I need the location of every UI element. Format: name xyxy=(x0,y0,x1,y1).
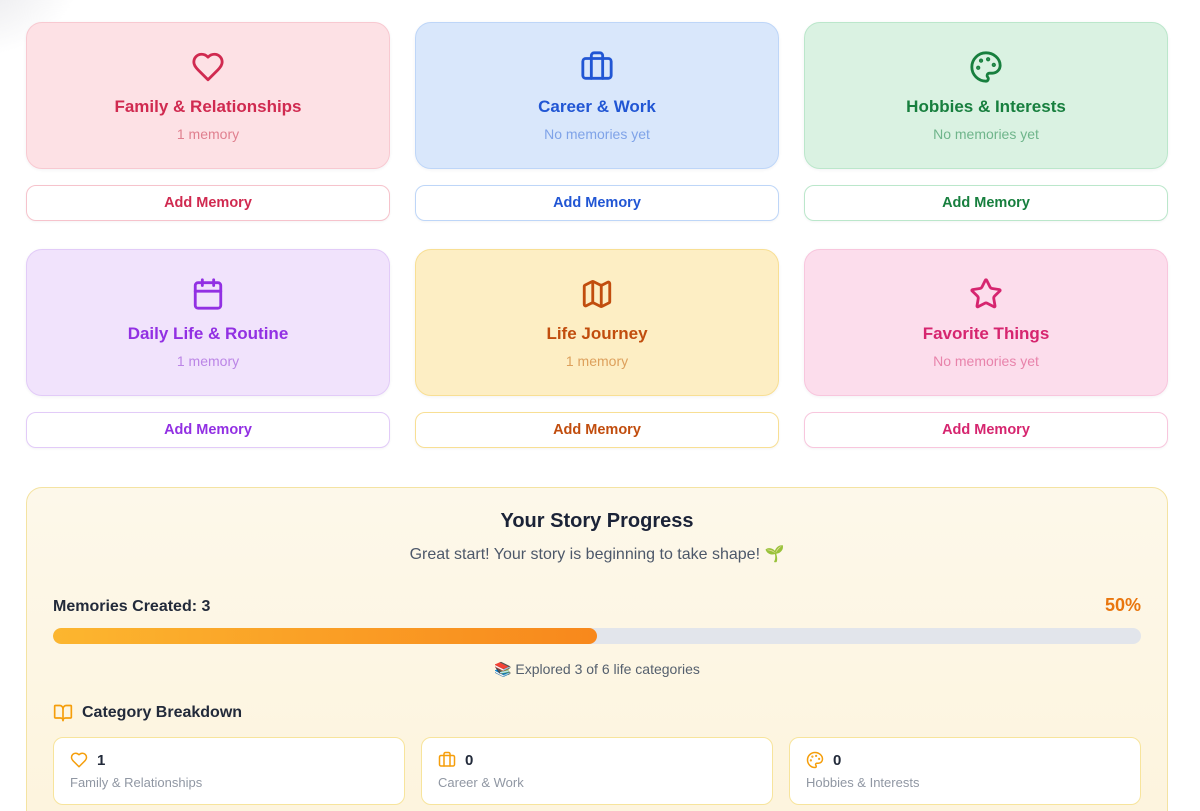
add-memory-button-daily-life-routine[interactable]: Add Memory xyxy=(26,412,390,448)
palette-icon xyxy=(806,751,824,769)
breakdown-card-top: 1 xyxy=(70,751,388,769)
breakdown-card-family-relationships: 1 Family & Relationships xyxy=(53,737,405,805)
category-title: Career & Work xyxy=(538,96,656,116)
palette-icon xyxy=(969,50,1003,84)
category-memory-count: 1 memory xyxy=(176,352,240,369)
category-cell-career-work: Career & Work No memories yet Add Memory xyxy=(415,22,779,221)
progress-percent: 50% xyxy=(1104,595,1141,615)
explored-categories-label: 📚 Explored 3 of 6 life categories xyxy=(494,661,700,677)
category-memory-count: 1 memory xyxy=(565,352,629,369)
star-icon xyxy=(969,277,1003,311)
category-card-life-journey[interactable]: Life Journey 1 memory xyxy=(415,249,779,396)
category-card-career-work[interactable]: Career & Work No memories yet xyxy=(415,22,779,169)
progress-title: Your Story Progress xyxy=(500,510,694,532)
category-card-daily-life-routine[interactable]: Daily Life & Routine 1 memory xyxy=(26,249,390,396)
add-memory-button-favorite-things[interactable]: Add Memory xyxy=(804,412,1168,448)
breakdown-count: 1 xyxy=(97,751,106,769)
category-cell-life-journey: Life Journey 1 memory Add Memory xyxy=(415,249,779,448)
category-memory-count: No memories yet xyxy=(933,125,1039,142)
map-icon xyxy=(580,277,614,311)
category-cell-hobbies-interests: Hobbies & Interests No memories yet Add Me… xyxy=(804,22,1168,221)
briefcase-icon xyxy=(438,751,456,769)
progress-bar-track xyxy=(53,628,1141,644)
category-cell-favorite-things: Favorite Things No memories yet Add Memory xyxy=(804,249,1168,448)
breakdown-label: Hobbies & Interests xyxy=(806,775,920,790)
category-card-favorite-things[interactable]: Favorite Things No memories yet xyxy=(804,249,1168,396)
breakdown-card-top: 0 xyxy=(438,751,756,769)
category-grid: Family & Relationships 1 memory Add Memory… xyxy=(26,22,1168,476)
category-breakdown-title: Category Breakdown xyxy=(82,704,243,721)
category-title: Life Journey xyxy=(546,323,648,343)
calendar-icon xyxy=(191,277,225,311)
story-progress-panel: Your Story Progress Great start! Your st… xyxy=(26,487,1168,811)
category-title: Daily Life & Routine xyxy=(127,323,289,343)
breakdown-label: Family & Relationships xyxy=(70,775,203,790)
heart-icon xyxy=(191,50,225,84)
add-memory-button-family-relationships[interactable]: Add Memory xyxy=(26,185,390,221)
category-title: Hobbies & Interests xyxy=(906,96,1066,116)
progress-subtitle: Great start! Your story is beginning to … xyxy=(409,546,785,563)
category-memory-count: 1 memory xyxy=(176,125,240,142)
category-memory-count: No memories yet xyxy=(544,125,650,142)
breakdown-label: Career & Work xyxy=(438,775,524,790)
book-open-icon xyxy=(53,703,73,723)
add-memory-button-hobbies-interests[interactable]: Add Memory xyxy=(804,185,1168,221)
category-breakdown-grid: 1 Family & Relationships 0 Career & Work 0 Ho… xyxy=(53,737,1141,805)
add-memory-button-career-work[interactable]: Add Memory xyxy=(415,185,779,221)
memories-created-label: Memories Created: 3 xyxy=(53,598,211,615)
add-memory-button-life-journey[interactable]: Add Memory xyxy=(415,412,779,448)
category-card-family-relationships[interactable]: Family & Relationships 1 memory xyxy=(26,22,390,169)
heart-icon xyxy=(70,751,88,769)
breakdown-card-career-work: 0 Career & Work xyxy=(421,737,773,805)
category-title: Favorite Things xyxy=(922,323,1050,343)
breakdown-count: 0 xyxy=(465,751,474,769)
category-breakdown-header: Category Breakdown xyxy=(53,703,1141,723)
progress-stats-row: Memories Created: 3 50% xyxy=(53,595,1141,616)
category-memory-count: No memories yet xyxy=(933,352,1039,369)
breakdown-count: 0 xyxy=(833,751,842,769)
progress-bar-fill xyxy=(53,628,597,644)
briefcase-icon xyxy=(580,50,614,84)
breakdown-card-top: 0 xyxy=(806,751,1124,769)
category-title: Family & Relationships xyxy=(114,96,302,116)
breakdown-card-hobbies-interests: 0 Hobbies & Interests xyxy=(789,737,1141,805)
category-cell-daily-life-routine: Daily Life & Routine 1 memory Add Memory xyxy=(26,249,390,448)
category-card-hobbies-interests[interactable]: Hobbies & Interests No memories yet xyxy=(804,22,1168,169)
category-cell-family-relationships: Family & Relationships 1 memory Add Memory xyxy=(26,22,390,221)
